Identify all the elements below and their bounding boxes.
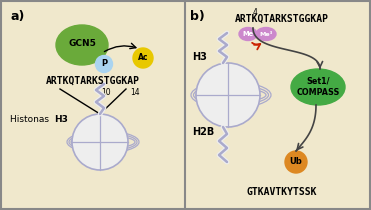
Text: Histonas: Histonas xyxy=(10,116,52,125)
Text: 10: 10 xyxy=(101,88,111,97)
Circle shape xyxy=(95,55,112,72)
Circle shape xyxy=(196,63,260,127)
Text: Set1/
COMPASS: Set1/ COMPASS xyxy=(296,77,340,97)
Text: H3: H3 xyxy=(54,116,68,125)
Text: Ac: Ac xyxy=(138,52,148,62)
Circle shape xyxy=(133,48,153,68)
Circle shape xyxy=(72,114,128,170)
Text: ARTKQTARKSTGGKAP: ARTKQTARKSTGGKAP xyxy=(46,76,140,86)
Text: Me³: Me³ xyxy=(259,32,273,37)
Text: H3: H3 xyxy=(192,52,207,62)
Text: P: P xyxy=(101,59,107,68)
Text: H2B: H2B xyxy=(192,127,214,137)
Ellipse shape xyxy=(291,69,345,105)
Text: GCN5: GCN5 xyxy=(68,38,96,47)
Ellipse shape xyxy=(239,28,257,41)
Ellipse shape xyxy=(256,28,276,41)
Ellipse shape xyxy=(56,25,108,65)
Text: 14: 14 xyxy=(130,88,140,97)
Text: ARTKQTARKSTGGKAP: ARTKQTARKSTGGKAP xyxy=(235,14,329,24)
Text: GTKAVTKYTSSK: GTKAVTKYTSSK xyxy=(247,187,317,197)
Text: a): a) xyxy=(10,10,24,23)
Circle shape xyxy=(285,151,307,173)
Text: Me: Me xyxy=(242,31,253,37)
Text: 4: 4 xyxy=(253,8,257,17)
Text: b): b) xyxy=(190,10,205,23)
Text: Ub: Ub xyxy=(290,158,302,167)
